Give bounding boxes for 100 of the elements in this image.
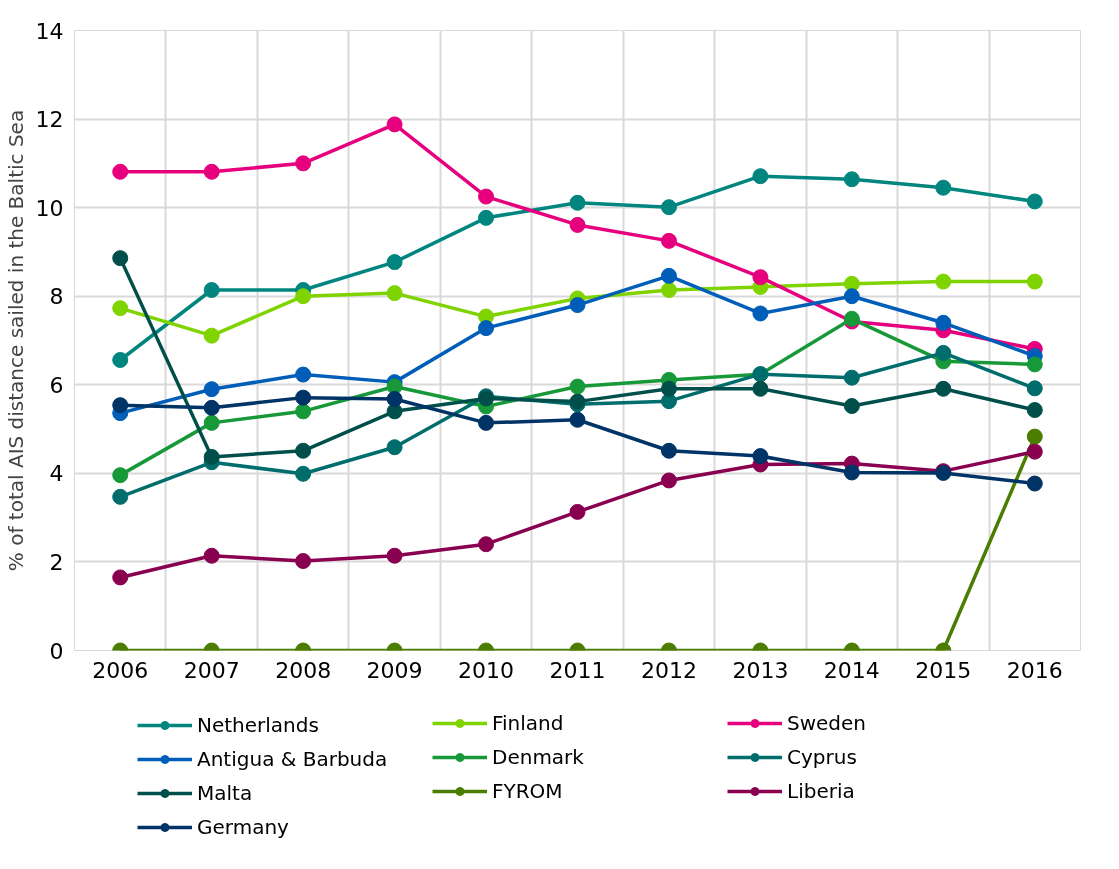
point bbox=[935, 344, 952, 361]
point bbox=[660, 472, 677, 489]
point bbox=[386, 285, 403, 302]
x-tick-label: 2009 bbox=[366, 657, 423, 683]
point bbox=[112, 352, 129, 368]
point bbox=[752, 305, 769, 322]
point bbox=[478, 414, 495, 431]
point bbox=[386, 439, 403, 456]
point bbox=[569, 411, 586, 428]
x-tick-label: 2013 bbox=[732, 657, 789, 683]
x-tick-label: 2012 bbox=[640, 657, 697, 683]
y-tick-label: 6 bbox=[49, 372, 64, 398]
point bbox=[752, 448, 769, 465]
x-tick-label: 2006 bbox=[92, 657, 149, 683]
point bbox=[203, 414, 220, 431]
point bbox=[935, 273, 952, 290]
point bbox=[1026, 356, 1043, 373]
legend-label: Liberia bbox=[787, 779, 856, 803]
point bbox=[660, 267, 677, 284]
point bbox=[660, 232, 677, 249]
point bbox=[1026, 402, 1043, 419]
y-tick-label: 8 bbox=[49, 284, 64, 310]
x-tick-label: 2015 bbox=[915, 657, 972, 683]
point bbox=[569, 503, 586, 520]
point bbox=[1026, 380, 1043, 397]
x-tick-label: 2007 bbox=[183, 657, 240, 683]
x-tick-label: 2016 bbox=[1006, 657, 1063, 683]
y-tick-label: 2 bbox=[49, 549, 64, 575]
point bbox=[935, 380, 952, 397]
point bbox=[660, 393, 677, 410]
y-tick-label: 4 bbox=[49, 461, 64, 487]
point bbox=[660, 199, 677, 216]
point bbox=[203, 547, 220, 564]
point bbox=[112, 467, 129, 484]
legend-label: Germany bbox=[197, 815, 290, 839]
point bbox=[112, 163, 129, 180]
point bbox=[295, 442, 312, 459]
point bbox=[386, 390, 403, 407]
point bbox=[478, 188, 495, 205]
point bbox=[935, 314, 952, 331]
point bbox=[112, 250, 129, 267]
point bbox=[752, 168, 769, 185]
point bbox=[752, 380, 769, 397]
point bbox=[112, 569, 129, 586]
point bbox=[569, 297, 586, 314]
point bbox=[203, 163, 220, 180]
point bbox=[203, 381, 220, 398]
point bbox=[295, 155, 312, 172]
point bbox=[569, 216, 586, 233]
legend-label: Antigua & Barbuda bbox=[197, 747, 389, 771]
point bbox=[295, 553, 312, 570]
point bbox=[112, 488, 129, 505]
point bbox=[569, 194, 586, 211]
x-tick-label: 2008 bbox=[275, 657, 332, 683]
point bbox=[660, 282, 677, 298]
point bbox=[478, 320, 495, 337]
point bbox=[295, 288, 312, 305]
point bbox=[1026, 475, 1043, 492]
point bbox=[1026, 443, 1043, 460]
legend-label: Cyprus bbox=[787, 745, 858, 769]
point bbox=[295, 366, 312, 383]
y-axis-title: % of total AIS distance sailed in the Baltic Sea bbox=[3, 109, 28, 572]
point bbox=[203, 282, 220, 298]
point bbox=[843, 171, 860, 188]
x-tick-label: 2010 bbox=[458, 657, 515, 683]
point bbox=[660, 442, 677, 459]
point bbox=[935, 179, 952, 196]
point bbox=[843, 369, 860, 386]
point bbox=[478, 536, 495, 553]
x-tick-label: 2011 bbox=[549, 657, 606, 683]
point bbox=[112, 397, 129, 414]
y-tick-label: 0 bbox=[49, 638, 64, 664]
point bbox=[112, 300, 129, 317]
point bbox=[660, 380, 677, 397]
point bbox=[1026, 193, 1043, 210]
point bbox=[843, 288, 860, 305]
legend-label: Sweden bbox=[787, 711, 868, 735]
point bbox=[295, 403, 312, 420]
point bbox=[386, 547, 403, 564]
legend-label: FYROM bbox=[492, 779, 564, 803]
point bbox=[569, 378, 586, 395]
point bbox=[386, 116, 403, 133]
point bbox=[1026, 273, 1043, 290]
point bbox=[386, 254, 403, 271]
point bbox=[843, 398, 860, 415]
x-tick-label: 2014 bbox=[823, 657, 880, 683]
y-tick-label: 10 bbox=[35, 195, 64, 221]
point bbox=[203, 327, 220, 344]
point bbox=[478, 209, 495, 226]
point bbox=[843, 464, 860, 481]
y-tick-label: 12 bbox=[35, 107, 64, 133]
legend-label: Finland bbox=[492, 711, 565, 735]
point bbox=[203, 399, 220, 416]
point bbox=[1026, 428, 1043, 445]
point bbox=[752, 269, 769, 286]
legend-label: Denmark bbox=[492, 745, 585, 769]
legend-label: Netherlands bbox=[197, 713, 320, 737]
point bbox=[203, 448, 220, 465]
point bbox=[295, 389, 312, 406]
point bbox=[295, 465, 312, 482]
